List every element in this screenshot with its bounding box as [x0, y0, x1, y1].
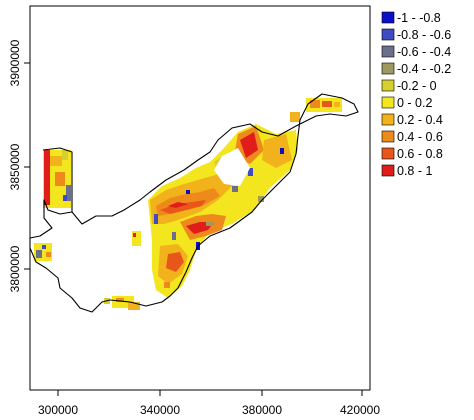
legend-swatch: [381, 130, 395, 143]
y-tick-label: 3850000: [8, 143, 22, 190]
legend-swatch: [381, 79, 395, 92]
legend-swatch: [381, 96, 395, 109]
x-tick-label: 380000: [242, 403, 282, 417]
x-axis: [57, 390, 363, 396]
legend-swatch: [381, 164, 395, 177]
legend-swatch: [381, 62, 395, 75]
legend-label: 0.6 - 0.8: [397, 147, 443, 161]
legend-swatch: [381, 11, 395, 24]
legend-label: -0.4 - -0.2: [397, 62, 451, 76]
raster-gap: [214, 148, 250, 186]
raster-patch-central: [148, 124, 298, 298]
legend-swatch: [381, 45, 395, 58]
raster-patch-east: [290, 98, 342, 122]
x-tick-label: 300000: [38, 403, 78, 417]
legend-swatch: [381, 28, 395, 41]
legend-label: 0.4 - 0.6: [397, 130, 443, 144]
legend: -1 - -0.8 -0.8 - -0.6 -0.6 - -0.4 -0.4 -…: [381, 11, 451, 178]
y-axis: [24, 62, 30, 270]
legend-label: -0.6 - -0.4: [397, 45, 451, 59]
legend-label: -0.8 - -0.6: [397, 28, 451, 42]
x-tick-label: 420000: [340, 403, 380, 417]
legend-swatch: [381, 147, 395, 160]
legend-label: 0.2 - 0.4: [397, 113, 443, 127]
y-tick-label: 3900000: [8, 39, 22, 86]
y-tick-label: 3800000: [8, 245, 22, 292]
legend-label: -0.2 - 0: [397, 79, 437, 93]
raster-patch-small-a: [132, 231, 141, 246]
raster-patch-west: [43, 150, 71, 208]
region-boundary: [29, 93, 359, 313]
legend-label: 0 - 0.2: [397, 96, 432, 110]
legend-swatch: [381, 113, 395, 126]
x-tick-label: 340000: [140, 403, 180, 417]
raster-patch-left-small: [34, 243, 52, 261]
legend-label: -1 - -0.8: [397, 11, 441, 25]
legend-label: 0.8 - 1: [397, 164, 432, 178]
raster-layer: [34, 98, 342, 310]
